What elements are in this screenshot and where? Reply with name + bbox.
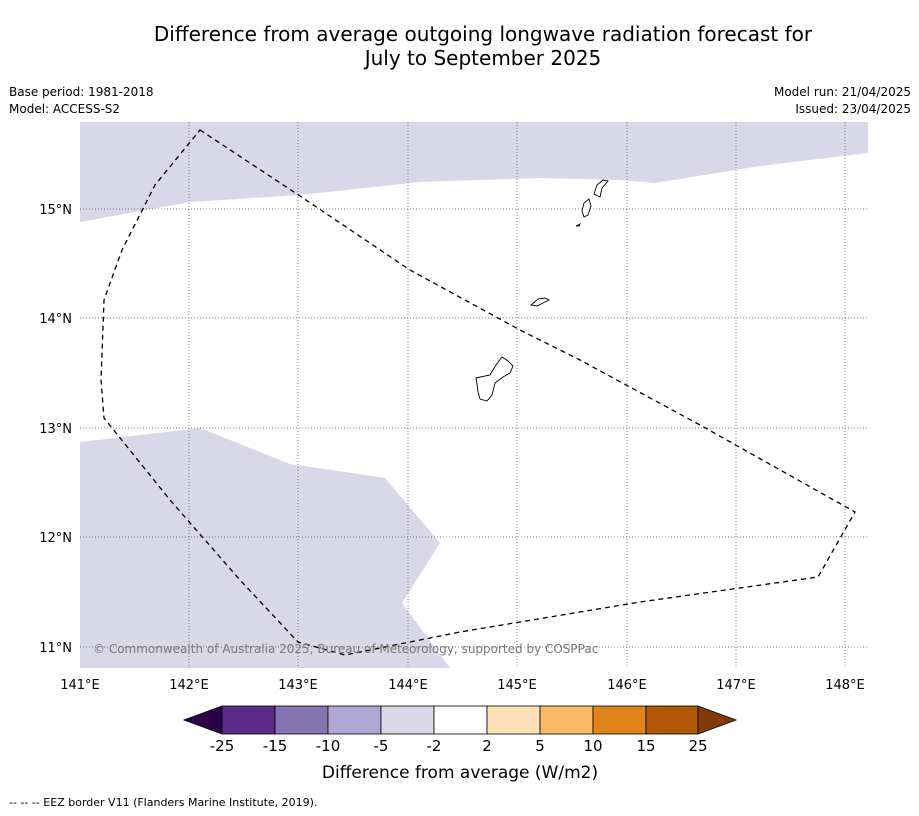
x-tick-label: 141°E <box>60 678 100 693</box>
colorbar-tick: 2 <box>482 737 492 755</box>
colorbar-tick: 15 <box>636 737 655 755</box>
x-tick-label: 144°E <box>388 678 428 693</box>
x-tick-label: 143°E <box>278 678 318 693</box>
x-tick-label: 145°E <box>497 678 537 693</box>
chart-title: Difference from average outgoing longwav… <box>0 22 919 70</box>
colorbar-tick-labels: -25 -15 -10 -5 -2 2 5 10 15 25 <box>210 737 708 755</box>
island-tinian <box>581 198 592 218</box>
colorbar-tick: 10 <box>583 737 602 755</box>
model-name: Model: ACCESS-S2 <box>9 102 121 116</box>
colorbar-tick: 5 <box>535 737 545 755</box>
colorbar-segment <box>592 705 647 735</box>
colorbar-segment <box>645 705 699 735</box>
y-tick-label: 11°N <box>39 641 72 656</box>
colorbar-segment <box>274 705 329 735</box>
y-tick-label: 12°N <box>39 531 72 546</box>
eez-border <box>100 129 856 656</box>
meta-right: Model run: 21/04/2025 Issued: 23/04/2025 <box>774 84 911 118</box>
colorbar-segment <box>327 705 382 735</box>
title-line-1: Difference from average outgoing longwav… <box>153 22 813 46</box>
x-tick-label: 146°E <box>607 678 647 693</box>
title-line-2: July to September 2025 <box>364 46 602 70</box>
island-rota <box>529 297 551 307</box>
eez-footnote: -- -- -- EEZ border V11 (Flanders Marine… <box>9 796 318 809</box>
base-period: Base period: 1981-2018 <box>9 85 154 99</box>
y-tick-label: 14°N <box>39 312 72 327</box>
colorbar-tick: -25 <box>210 737 235 755</box>
colorbar-label: Difference from average (W/m2) <box>322 763 598 783</box>
colorbar-tick: -2 <box>427 737 442 755</box>
anomaly-shading-north <box>80 122 868 222</box>
colorbar-extend-low <box>182 705 223 735</box>
colorbar-extend-high <box>697 705 738 735</box>
colorbar-segment <box>221 705 276 735</box>
colorbar-segment <box>539 705 594 735</box>
island-guam <box>475 356 514 402</box>
colorbar-tick: -5 <box>374 737 389 755</box>
colorbar-tick: 25 <box>688 737 707 755</box>
meta-left: Base period: 1981-2018 Model: ACCESS-S2 <box>9 84 154 118</box>
copyright-text: © Commonwealth of Australia 2025, Bureau… <box>93 642 598 656</box>
islands <box>475 179 609 402</box>
x-tick-label: 142°E <box>169 678 209 693</box>
colorbar-tick: -15 <box>263 737 288 755</box>
island-saipan <box>593 179 609 198</box>
y-tick-label: 15°N <box>39 203 72 218</box>
colorbar-segment <box>380 705 435 735</box>
map-panel[interactable]: © Commonwealth of Australia 2025, Bureau… <box>80 122 868 668</box>
colorbar-segment <box>486 705 541 735</box>
colorbar <box>182 705 738 735</box>
colorbar-tick: -10 <box>316 737 341 755</box>
y-tick-labels: 15°N 14°N 13°N 12°N 11°N <box>39 203 72 656</box>
issued-date: Issued: 23/04/2025 <box>795 102 911 116</box>
x-tick-labels: 141°E 142°E 143°E 144°E 145°E 146°E 147°… <box>60 678 865 693</box>
gridlines <box>80 122 868 668</box>
x-tick-label: 148°E <box>825 678 865 693</box>
model-run: Model run: 21/04/2025 <box>773 85 911 99</box>
island-aguijan <box>575 222 582 227</box>
colorbar-segment <box>433 705 488 735</box>
anomaly-shading-south <box>80 428 450 668</box>
x-tick-label: 147°E <box>716 678 756 693</box>
y-tick-label: 13°N <box>39 422 72 437</box>
